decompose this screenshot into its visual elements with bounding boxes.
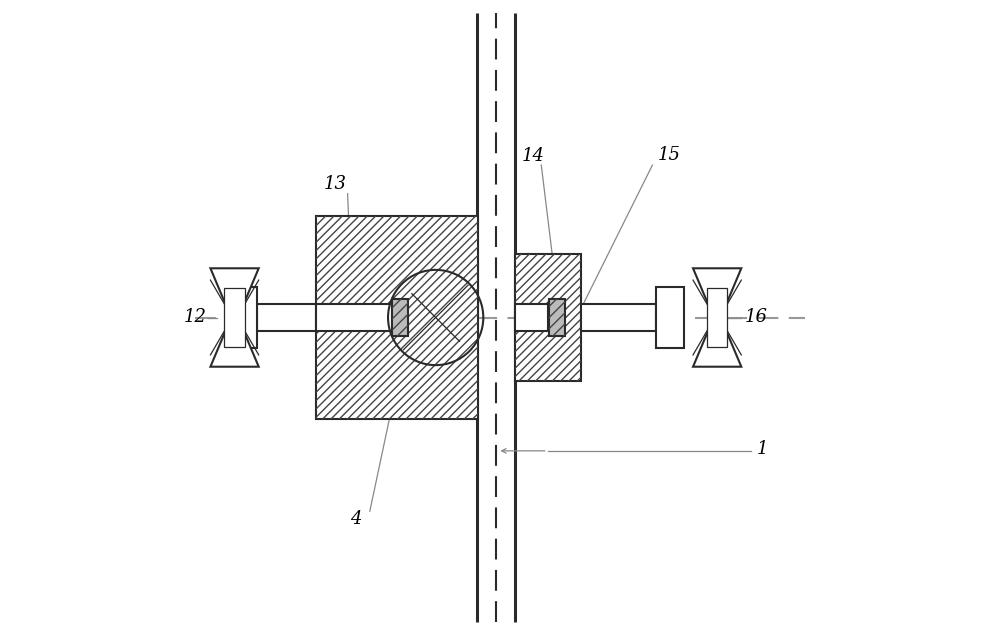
Bar [316,304,397,331]
Bar [392,299,408,336]
Bar [656,287,684,347]
Polygon shape [210,268,259,367]
Bar [707,288,727,347]
Bar [515,254,581,381]
Bar [515,304,548,331]
Bar [257,304,316,331]
Bar [316,216,478,419]
Bar [515,254,581,381]
Bar [224,288,245,347]
Text: 4: 4 [350,511,362,528]
Text: 16: 16 [744,309,767,326]
Text: 14: 14 [522,147,545,164]
Text: 15: 15 [657,146,680,164]
Bar [549,299,565,336]
Text: 1: 1 [757,440,769,458]
Bar [392,299,408,336]
Bar [229,287,257,347]
Bar [316,216,478,419]
Text: 13: 13 [323,175,346,193]
Bar [581,304,656,331]
Polygon shape [693,268,741,367]
Text: 12: 12 [184,309,207,326]
Bar [549,299,565,336]
